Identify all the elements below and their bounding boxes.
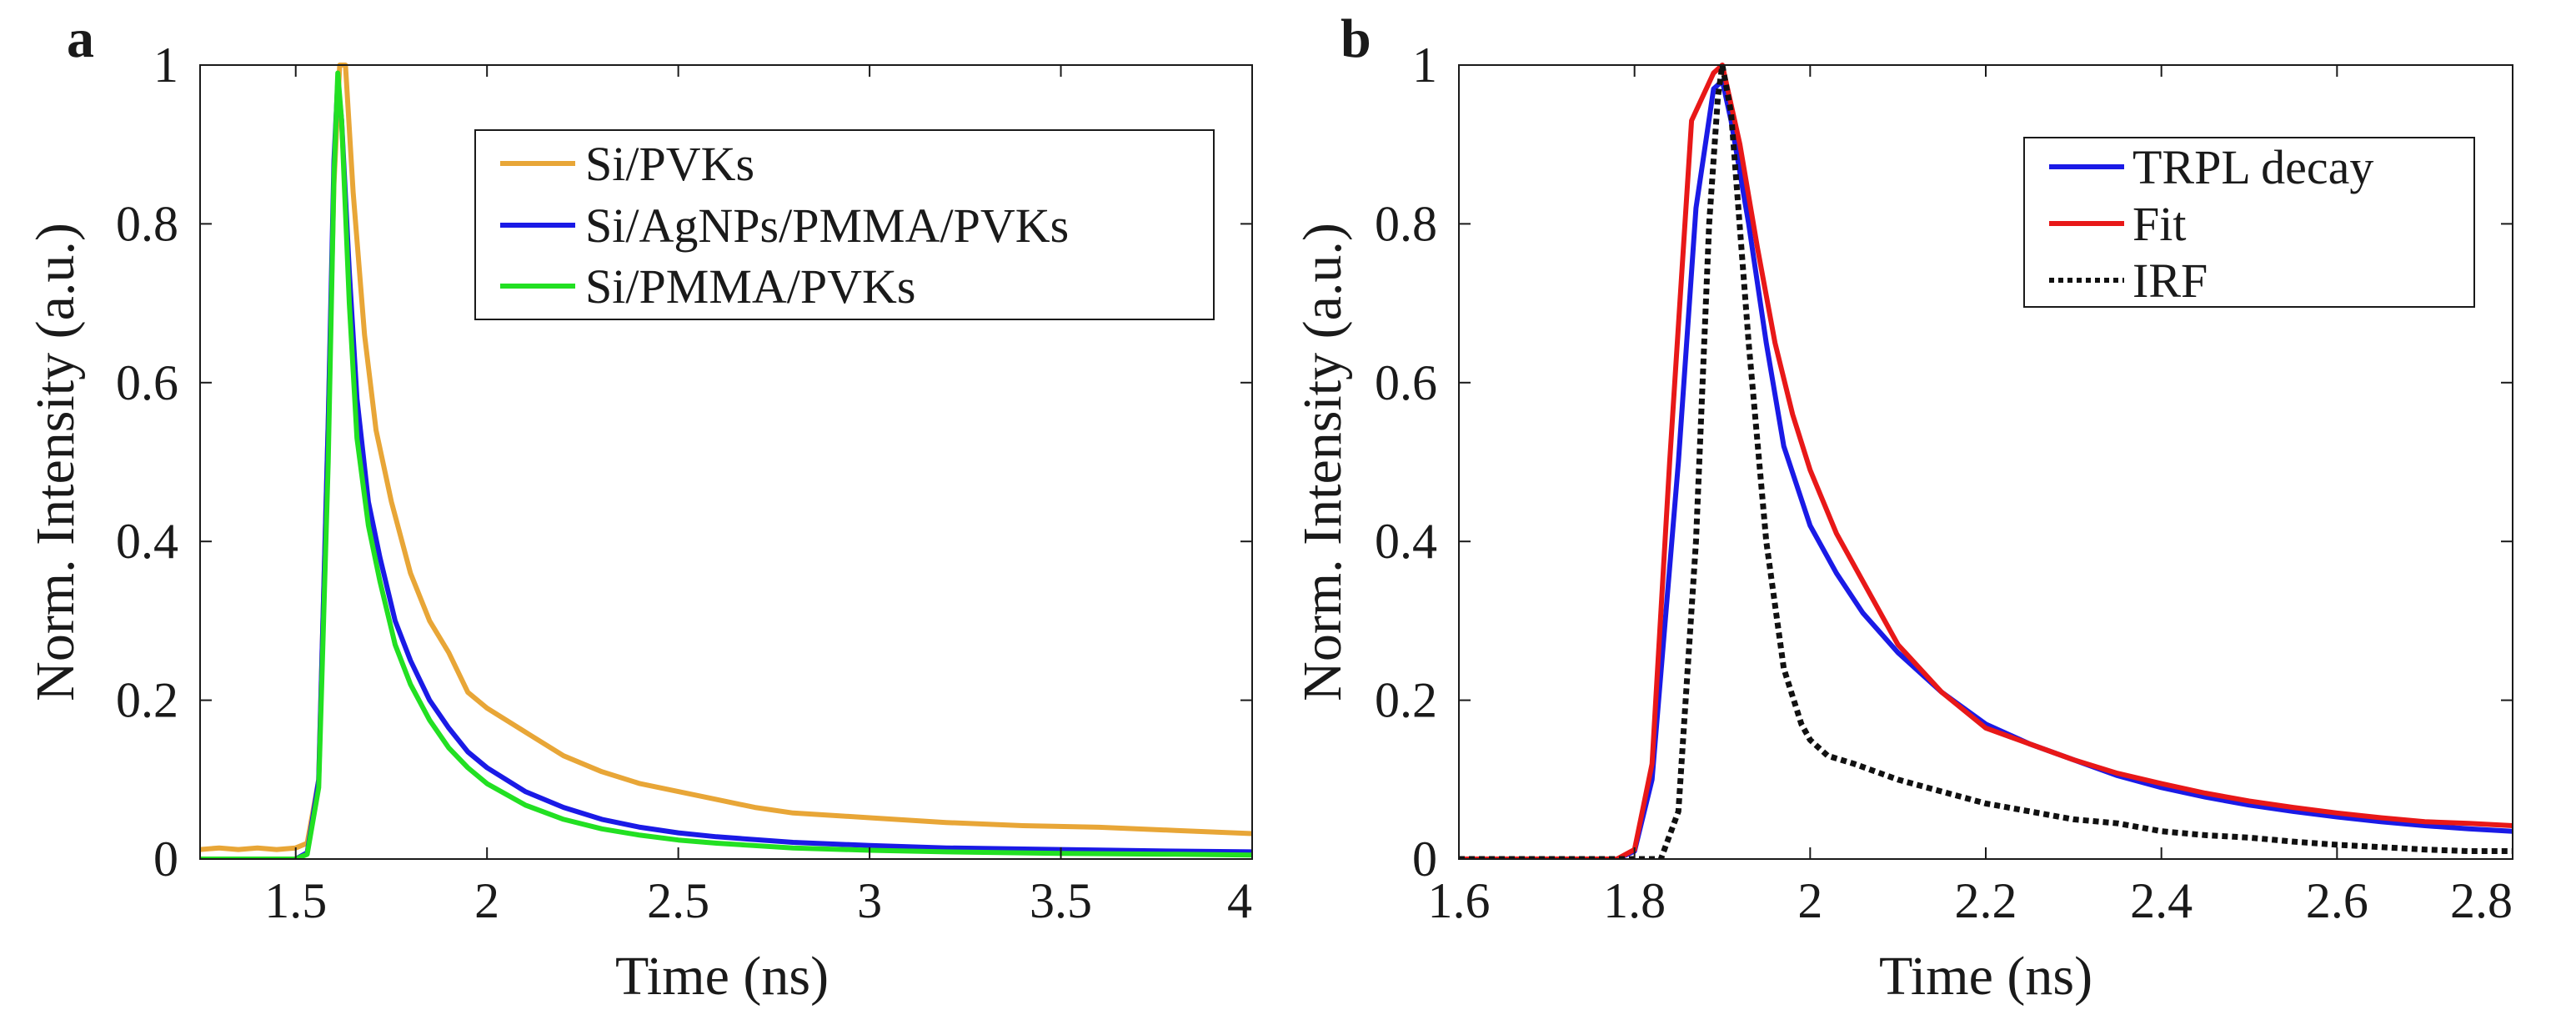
panel-b-x-axis-label: Time (ns)	[1879, 946, 2092, 1007]
panel-b-legend: TRPL decay Fit IRF	[2023, 137, 2475, 308]
panel-a-x-tick-label: 1.5	[264, 873, 327, 928]
panel-b-x-tick-label: 2.8	[2450, 873, 2513, 928]
panel-a-y-tick-label: 0.8	[116, 196, 178, 251]
panel-a-legend-box	[474, 129, 1215, 320]
panel-b-x-tick-label: 1.6	[1428, 873, 1491, 928]
panel-a-x-ticks: 1.5 2 2.5 3 3.5 4	[264, 65, 1253, 928]
panel-a-y-tick-label: 0.2	[116, 673, 178, 728]
panel-b-series-trpl-decay	[1459, 78, 2513, 859]
legend-label-trpl-decay: TRPL decay	[2132, 140, 2373, 194]
panel-b-x-tick-label: 2.4	[2130, 873, 2193, 928]
panel-b-y-axis-label: Norm. Intensity (a.u.)	[1292, 223, 1353, 701]
legend-label-si-agnps-pmma-pvks: Si/AgNPs/PMMA/PVKs	[585, 198, 1069, 253]
panel-a-y-tick-label: 1	[153, 38, 178, 93]
panel-b-x-tick-label: 2	[1797, 873, 1822, 928]
panel-a-legend: Si/PVKs Si/AgNPs/PMMA/PVKs Si/PMMA/PVKs	[474, 129, 1215, 320]
panel-b-y-tick-label: 0.8	[1375, 196, 1437, 251]
panel-a-plot-area	[200, 63, 1252, 859]
panel-a-y-tick-label: 0	[153, 832, 178, 887]
panel-a-x-axis-label: Time (ns)	[615, 946, 829, 1007]
panel-letter-b: b	[1341, 8, 1371, 69]
panel-b: b 0 0.2 0.4 0.6 0.8 1 1.6 1.8 2 2.2 2.4 2.6 2.8 Tim…	[1292, 8, 2513, 1007]
panel-a-y-tick-label: 0.6	[116, 355, 178, 410]
panel-letter-a: a	[67, 8, 94, 69]
panel-b-x-tick-label: 2.2	[1955, 873, 2017, 928]
panel-b-y-tick-label: 1	[1412, 38, 1437, 93]
panel-a-x-tick-label: 3.5	[1030, 873, 1092, 928]
panel-a-series-si-pvks	[200, 63, 1252, 852]
panel-b-x-tick-label: 1.8	[1603, 873, 1666, 928]
panel-b-y-tick-label: 0.2	[1375, 673, 1437, 728]
panel-a-x-tick-label: 4	[1227, 873, 1252, 928]
panel-a-x-tick-label: 2	[474, 873, 499, 928]
panel-a-axes-frame	[199, 64, 1253, 860]
legend-label-fit: Fit	[2132, 197, 2187, 251]
legend-label-si-pmma-pvks: Si/PMMA/PVKs	[585, 259, 915, 314]
panel-a-x-tick-label: 3	[857, 873, 882, 928]
panel-b-y-ticks: 0 0.2 0.4 0.6 0.8 1	[1375, 38, 2513, 887]
panel-a-x-tick-label: 2.5	[647, 873, 709, 928]
legend-label-irf: IRF	[2132, 254, 2208, 308]
panel-a-y-ticks: 0 0.2 0.4 0.6 0.8 1	[116, 38, 1252, 887]
panel-b-series-fit	[1459, 63, 2513, 859]
panel-b-x-tick-label: 2.6	[2306, 873, 2368, 928]
panel-b-plot-area	[1459, 62, 2513, 859]
panel-a-series-si-pmma-pvks	[200, 70, 1252, 859]
panel-b-y-tick-label: 0	[1412, 832, 1437, 887]
panel-b-x-ticks: 1.6 1.8 2 2.2 2.4 2.6 2.8	[1428, 65, 2513, 928]
panel-b-y-tick-label: 0.4	[1375, 514, 1437, 569]
panel-a: a 00.20.40.60.81 1.5 2 2.5 3 3.5 4 Time (ns) …	[25, 8, 1253, 1007]
panel-a-y-tick-label: 0.4	[116, 514, 178, 569]
panel-b-y-tick-label: 0.6	[1375, 355, 1437, 410]
panel-a-y-axis-label: Norm. Intensity (a.u.)	[25, 223, 86, 701]
legend-label-si-pvks: Si/PVKs	[585, 137, 754, 191]
